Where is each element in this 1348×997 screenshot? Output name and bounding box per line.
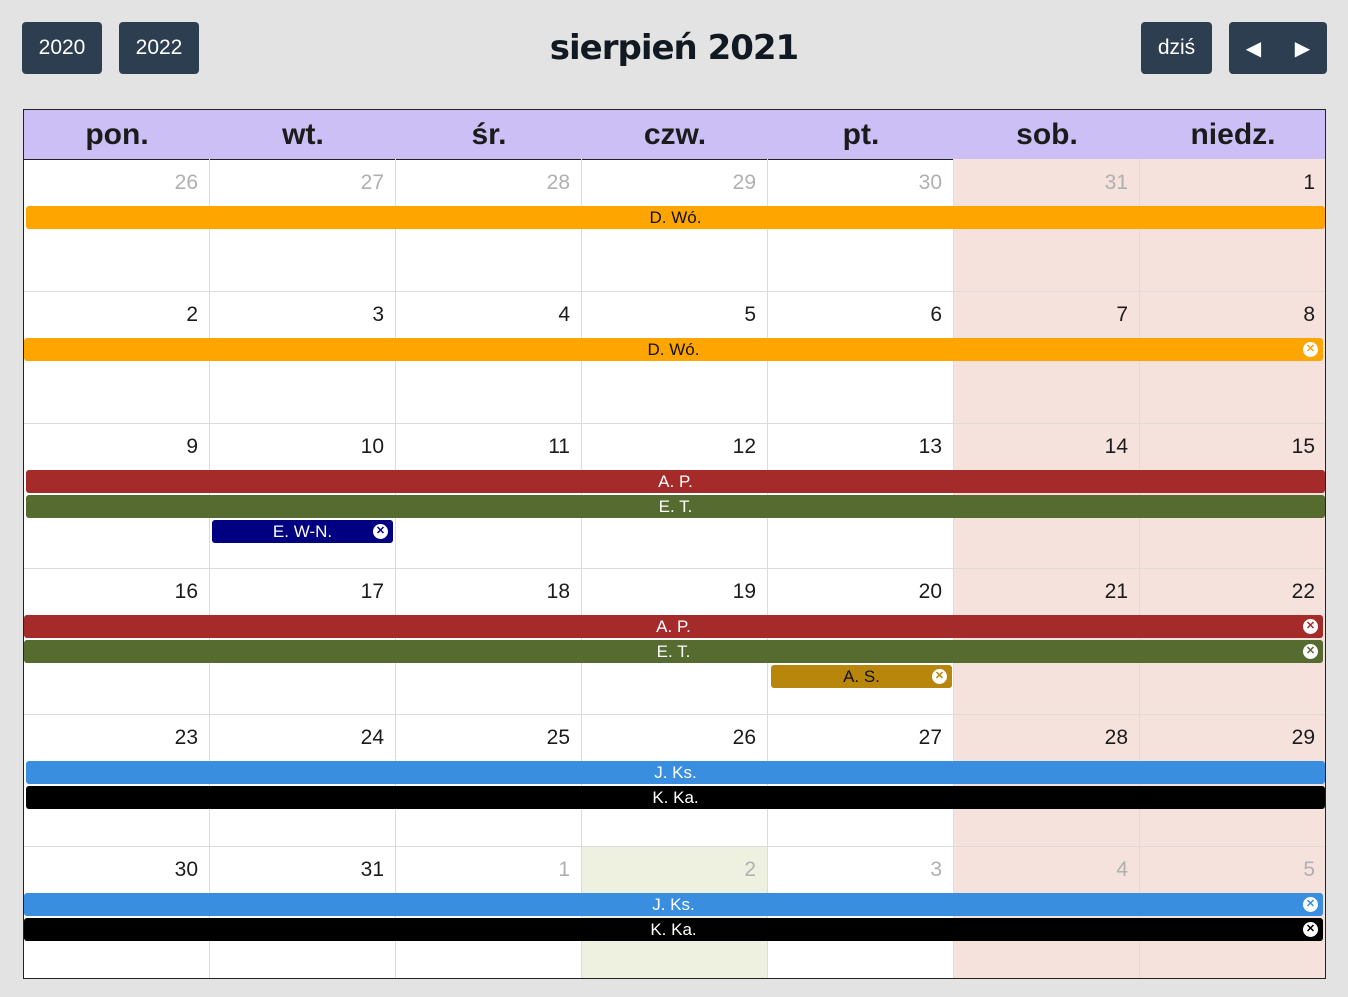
weekday-wed: śr. — [471, 118, 507, 151]
month-nav: ◀ ▶ — [1229, 22, 1327, 74]
close-icon[interactable]: ✕ — [1303, 619, 1318, 634]
event-label: J. Ks. — [652, 895, 695, 914]
day-number: 8 — [1303, 303, 1315, 326]
today-button[interactable]: dziś — [1141, 22, 1212, 74]
day-number: 20 — [918, 580, 942, 603]
event-label: D. Wó. — [649, 208, 702, 227]
day-number: 10 — [360, 435, 384, 458]
day-number: 24 — [360, 726, 384, 749]
calendar-week: 23 24 25 26 27 28 29 J. Ks. K. Ka. — [24, 714, 1325, 846]
day-number: 31 — [1104, 171, 1128, 194]
close-icon[interactable]: ✕ — [1303, 897, 1318, 912]
day-number: 2 — [744, 858, 756, 881]
day-number: 30 — [174, 858, 198, 881]
event-label: A. P. — [658, 472, 693, 491]
day-number: 30 — [918, 171, 942, 194]
event-label: A. S. — [843, 667, 880, 686]
event-bar[interactable]: A. S. ✕ — [771, 665, 952, 688]
event-bar[interactable]: K. Ka. ✕ — [24, 918, 1323, 941]
weekday-mon: pon. — [85, 118, 149, 151]
day-number: 5 — [1303, 858, 1315, 881]
day-number: 19 — [732, 580, 756, 603]
month-calendar: pon. wt. śr. czw. pt. sob. niedz. 26 27 28… — [23, 109, 1326, 979]
event-label: E. W-N. — [272, 522, 333, 541]
triangle-left-icon: ◀ — [1245, 37, 1262, 60]
day-number: 3 — [372, 303, 384, 326]
event-bar[interactable]: J. Ks. ✕ — [24, 893, 1323, 916]
day-number: 14 — [1104, 435, 1128, 458]
day-number: 9 — [186, 435, 198, 458]
day-number: 22 — [1291, 580, 1315, 603]
prev-year-button[interactable]: 2020 — [22, 22, 102, 74]
weekday-sat: sob. — [1016, 118, 1078, 151]
month-title: sierpień 2021 — [549, 28, 799, 68]
event-label: E. T. — [658, 497, 693, 516]
day-number: 7 — [1116, 303, 1128, 326]
day-number: 25 — [546, 726, 570, 749]
event-label: A. P. — [656, 617, 691, 636]
weekday-fri: pt. — [842, 118, 880, 151]
day-number: 4 — [1116, 858, 1128, 881]
day-number: 26 — [732, 726, 756, 749]
next-month-button[interactable]: ▶ — [1278, 22, 1327, 74]
event-label: J. Ks. — [654, 763, 697, 782]
event-bar[interactable]: D. Wó. ✕ — [24, 338, 1323, 361]
triangle-right-icon: ▶ — [1294, 37, 1311, 60]
day-number: 13 — [918, 435, 942, 458]
day-number: 21 — [1104, 580, 1128, 603]
close-icon[interactable]: ✕ — [373, 524, 388, 539]
event-bar[interactable]: A. P. ✕ — [24, 615, 1323, 638]
day-number: 31 — [360, 858, 384, 881]
day-number: 1 — [558, 858, 570, 881]
close-icon[interactable]: ✕ — [1303, 922, 1318, 937]
weekday-sun: niedz. — [1190, 118, 1276, 151]
event-bar[interactable]: J. Ks. — [26, 761, 1325, 784]
event-bar[interactable]: K. Ka. — [26, 786, 1325, 809]
event-bar[interactable]: E. W-N. ✕ — [212, 520, 393, 543]
day-number: 27 — [918, 726, 942, 749]
event-label: D. Wó. — [647, 340, 700, 359]
day-number: 28 — [546, 171, 570, 194]
calendar-week: 2 3 4 5 6 7 8 D. Wó. ✕ — [24, 291, 1325, 423]
weekday-tue: wt. — [282, 118, 324, 151]
event-bar[interactable]: A. P. — [26, 470, 1325, 493]
day-number: 11 — [548, 435, 570, 458]
calendar-week: 30 31 1 2 3 4 5 J. Ks. ✕ K. Ka. ✕ — [24, 846, 1325, 978]
prev-month-button[interactable]: ◀ — [1229, 22, 1278, 74]
day-number: 2 — [186, 303, 198, 326]
close-icon[interactable]: ✕ — [932, 669, 947, 684]
weekday-thu: czw. — [643, 118, 707, 151]
calendar-week: 16 17 18 19 20 21 22 A. P. ✕ E. T. ✕ A. S. ✕ — [24, 568, 1325, 714]
day-number: 5 — [744, 303, 756, 326]
event-label: E. T. — [656, 642, 691, 661]
day-number: 27 — [360, 171, 384, 194]
event-bar[interactable]: D. Wó. — [26, 206, 1325, 229]
close-icon[interactable]: ✕ — [1303, 342, 1318, 357]
day-number: 4 — [558, 303, 570, 326]
day-number: 12 — [732, 435, 756, 458]
day-number: 16 — [174, 580, 198, 603]
day-number: 28 — [1104, 726, 1128, 749]
day-number: 29 — [1291, 726, 1315, 749]
event-label: K. Ka. — [652, 788, 699, 807]
event-bar[interactable]: E. T. ✕ — [24, 640, 1323, 663]
close-icon[interactable]: ✕ — [1303, 644, 1318, 659]
event-bar[interactable]: E. T. — [26, 495, 1325, 518]
day-number: 6 — [930, 303, 942, 326]
next-year-button[interactable]: 2022 — [119, 22, 199, 74]
day-number: 18 — [546, 580, 570, 603]
event-label: K. Ka. — [650, 920, 697, 939]
weekday-header: pon. wt. śr. czw. pt. sob. niedz. — [24, 110, 1325, 160]
calendar-week: 26 27 28 29 30 31 1 D. Wó. — [24, 159, 1325, 291]
day-number: 17 — [360, 580, 384, 603]
day-number: 29 — [732, 171, 756, 194]
day-number: 15 — [1291, 435, 1315, 458]
day-number: 3 — [930, 858, 942, 881]
day-number: 26 — [174, 171, 198, 194]
calendar-week: 9 10 11 12 13 14 15 A. P. E. T. E. W-N. ✕ — [24, 423, 1325, 568]
day-number: 23 — [174, 726, 198, 749]
day-number: 1 — [1303, 171, 1315, 194]
